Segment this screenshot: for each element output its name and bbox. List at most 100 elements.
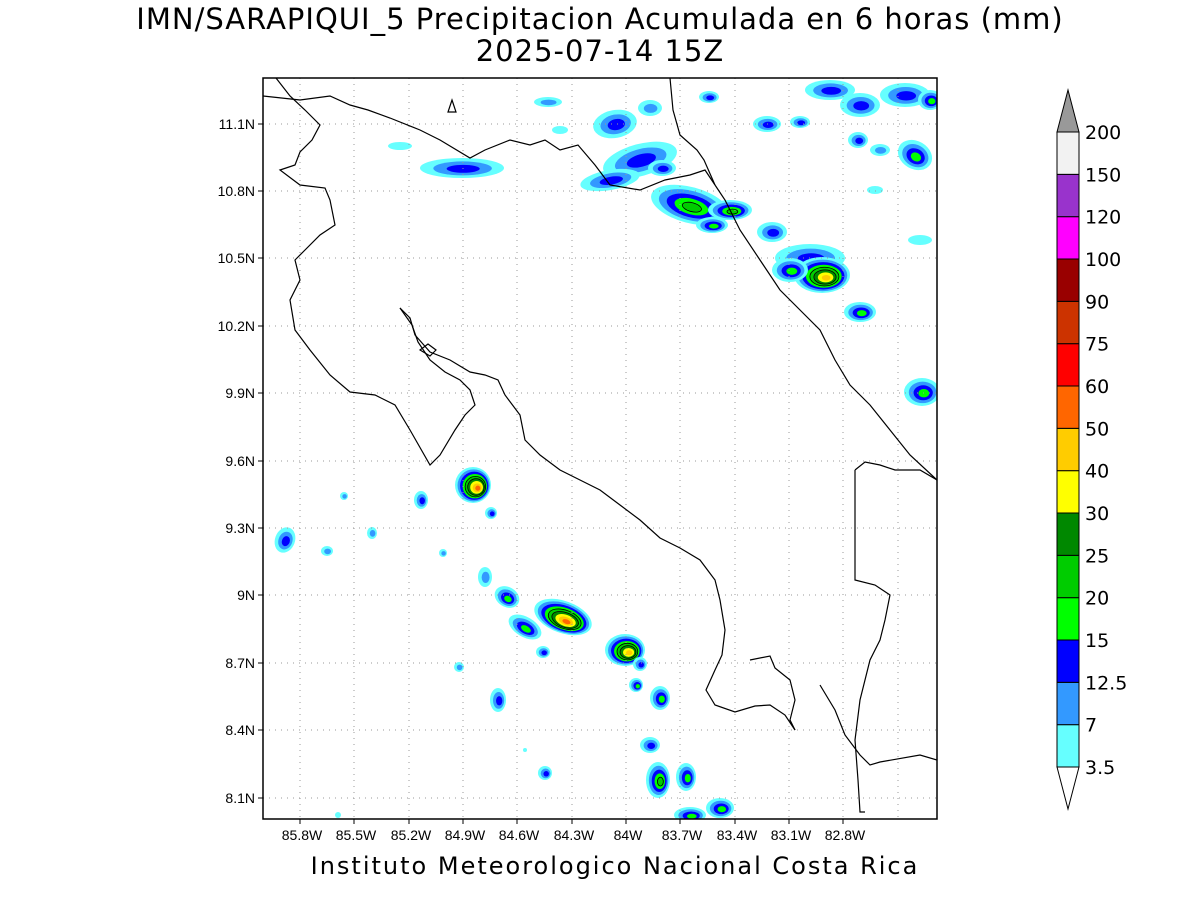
precipitation-cell	[880, 83, 930, 107]
precipitation-cell	[633, 657, 647, 671]
precipitation-cell	[439, 549, 447, 557]
precip-contour	[928, 98, 936, 105]
coastlines	[263, 78, 937, 813]
precip-contour	[717, 806, 727, 813]
precip-contour	[335, 812, 341, 818]
precip-contour	[419, 497, 425, 505]
colorbar-swatch	[1056, 639, 1080, 683]
colorbar-level-label: 3.5	[1085, 757, 1115, 779]
precipitation-cell	[629, 678, 643, 692]
nicaragua-coast	[669, 78, 716, 186]
precipitation-cell	[790, 116, 810, 128]
colorbar-level-label: 200	[1085, 122, 1121, 144]
precip-contour	[626, 153, 656, 168]
precipitation-cell	[508, 614, 542, 640]
precipitation-cell	[580, 168, 640, 192]
colorbar-level-label: 20	[1085, 588, 1109, 610]
precipitation-cell	[696, 217, 728, 233]
precipitation-cell	[904, 378, 937, 406]
precipitation-cell	[485, 507, 497, 519]
precip-contour	[552, 126, 568, 134]
precip-contour	[441, 551, 446, 556]
lon-tick-label: 85.2W	[391, 827, 432, 843]
lat-tick-label: 8.1N	[225, 790, 255, 806]
precip-contour	[867, 186, 883, 194]
precip-contour	[521, 625, 531, 633]
precipitation-cell	[848, 132, 868, 148]
precipitation-cell	[651, 184, 729, 226]
precip-contour	[657, 776, 664, 787]
precipitation-cell	[388, 142, 412, 150]
precipitation-cell	[494, 586, 520, 608]
osa-peninsula	[749, 655, 796, 731]
precip-contour	[856, 310, 867, 317]
lat-tick-label: 11.1N	[219, 116, 255, 132]
precipitation-cell	[605, 634, 645, 666]
precip-contour	[910, 152, 922, 162]
precipitation-cell	[340, 492, 348, 500]
lon-tick-label: 85.5W	[336, 827, 377, 843]
map-title: IMN/SARAPIQUI_5 Precipitacion Acumulada …	[136, 2, 1064, 36]
precipitation-cell	[699, 91, 719, 103]
precip-contour	[369, 530, 376, 537]
precipitation-cell	[870, 144, 890, 156]
precipitation-cell	[536, 646, 550, 658]
precipitation-cell	[840, 93, 880, 117]
precip-contour	[647, 742, 656, 749]
precip-contour	[543, 771, 549, 777]
precip-contour	[874, 147, 887, 154]
island-north	[447, 98, 457, 113]
precip-contour	[388, 142, 412, 150]
precipitation-cell	[367, 527, 377, 539]
lat-tick-label: 9.6N	[225, 453, 255, 469]
colorbar-level-label: 100	[1085, 249, 1121, 271]
caribbean-coast	[714, 184, 937, 481]
colorbar-swatch	[1056, 216, 1080, 260]
map-frame	[262, 77, 938, 820]
nicaragua-border	[263, 95, 716, 191]
colorbar-swatch	[1056, 385, 1080, 429]
lat-tick-label: 10.5N	[218, 250, 255, 266]
colorbar-level-label: 40	[1085, 461, 1109, 483]
precipitation-cell	[593, 109, 637, 139]
map-subtitle-datetime: 2025-07-14 15Z	[475, 34, 725, 68]
pacific-coast-nw	[275, 78, 476, 466]
colorbar-level-label: 30	[1085, 503, 1109, 525]
colorbar-swatch	[1056, 597, 1080, 641]
colorbar-level-label: 60	[1085, 376, 1109, 398]
lon-tick-label: 83.4W	[717, 827, 758, 843]
precip-contour	[908, 235, 932, 245]
lat-tick-label: 9.9N	[225, 385, 255, 401]
precipitation-cell	[478, 567, 492, 587]
lon-tick-label: 84W	[614, 827, 644, 843]
precipitation-cell	[523, 748, 527, 752]
colorbar-swatch	[1056, 681, 1080, 726]
precipitation-field	[274, 80, 937, 819]
precip-contour	[708, 223, 719, 229]
precipitation-cell	[918, 90, 937, 110]
precipitation-cell	[867, 186, 883, 194]
precip-contour	[281, 536, 290, 547]
precip-contour	[684, 773, 691, 783]
colorbar-level-label: 15	[1085, 630, 1109, 652]
precipitation-cell	[321, 546, 333, 556]
precipitation-cell	[335, 812, 341, 818]
precip-contour	[643, 103, 658, 113]
colorbar-level-label: 150	[1085, 164, 1121, 186]
colorbar-swatch	[1056, 258, 1080, 302]
precipitation-cell	[455, 467, 491, 503]
precipitation-cell	[650, 686, 670, 710]
precip-contour	[706, 95, 715, 101]
precipitation-cell	[772, 258, 808, 282]
precip-contour	[658, 695, 665, 703]
lat-tick-label: 8.4N	[225, 722, 255, 738]
precipitation-cell	[414, 491, 428, 509]
precipitation-cell	[908, 235, 932, 245]
panama-border	[854, 461, 937, 813]
precipitation-cell	[844, 302, 876, 322]
precip-contour	[686, 813, 697, 819]
precip-contour	[523, 748, 527, 752]
colorbar-swatch	[1056, 131, 1080, 175]
precipitation-cell	[490, 688, 506, 712]
